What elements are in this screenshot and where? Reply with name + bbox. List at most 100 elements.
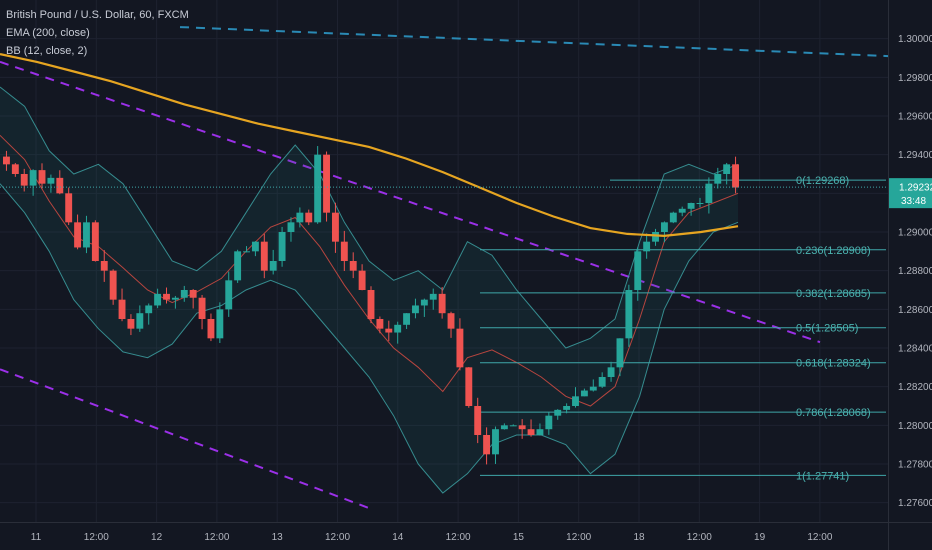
candle-body (492, 429, 499, 455)
price-tick-label: 1.27800 (898, 460, 932, 471)
candle-body (705, 183, 713, 203)
candle-body (420, 299, 428, 306)
price-tick-label: 1.28200 (898, 382, 932, 393)
price-tick-label: 1.28400 (898, 344, 932, 355)
candle-body (323, 154, 330, 213)
candle-body (483, 435, 491, 455)
candle-body (118, 299, 126, 319)
candle-body (607, 367, 615, 377)
candle-body (394, 324, 402, 333)
candle-body (376, 319, 384, 329)
candle-body (251, 241, 259, 252)
candle-body (465, 367, 473, 406)
fib-level-label: 0.382(1.28685) (796, 288, 871, 300)
bb-upper-line (0, 86, 739, 349)
ema-line (0, 53, 739, 238)
candle-body (331, 212, 339, 242)
candle-body (180, 290, 188, 298)
time-tick-label: 12 (151, 532, 163, 543)
price-tick-label: 1.29000 (898, 228, 932, 239)
candle-body (429, 293, 437, 300)
time-tick-label: 12:00 (325, 532, 350, 543)
candle-body (669, 212, 677, 223)
time-tick-label: 14 (392, 532, 404, 543)
price-axis-bg (888, 0, 932, 550)
bb-lower-line (0, 183, 739, 494)
time-tick-label: 18 (633, 532, 645, 543)
candle-body (403, 313, 411, 325)
candle-body (189, 290, 197, 298)
price-tick-label: 1.29600 (898, 112, 932, 123)
candle-body (234, 251, 242, 281)
price-tick-label: 1.28800 (898, 266, 932, 277)
candle-body (563, 406, 571, 410)
candle-body (696, 203, 704, 204)
candle-body (500, 425, 508, 430)
candle-body (65, 193, 73, 223)
candle-body (412, 305, 419, 314)
candle-body (100, 261, 108, 271)
time-tick-label: 12:00 (204, 532, 229, 543)
time-tick-label: 12:00 (807, 532, 832, 543)
fibonacci-retracement[interactable]: 0(1.29268) 0.236(1.28908) 0.382(1.28685) 0.… (480, 175, 886, 482)
candle-body (554, 409, 562, 416)
price-tick-label: 1.29800 (898, 73, 932, 84)
time-axis[interactable]: 11 12:00 12 12:00 13 12:00 14 12:00 15 12:00 18 12:… (0, 522, 932, 544)
candle-body (340, 241, 348, 261)
ema-legend[interactable]: EMA (200, close) (6, 27, 90, 39)
candle-body (20, 174, 28, 186)
candle-body (385, 328, 393, 333)
candle-body (216, 309, 224, 339)
candle-body (260, 241, 268, 271)
candle-body (243, 251, 250, 253)
candle-body (47, 177, 55, 184)
time-tick-label: 15 (513, 532, 525, 543)
time-tick-label: 19 (754, 532, 766, 543)
candle-body (580, 390, 588, 397)
price-axis[interactable]: 1.27600 1.27800 1.28000 1.28200 1.28400 1.286… (888, 0, 932, 550)
price-tick-label: 1.28000 (898, 421, 932, 432)
ema-200-line (0, 53, 739, 238)
candle-body (278, 232, 286, 261)
candle-body (56, 177, 64, 194)
candle-body (474, 406, 482, 435)
candle-body (314, 154, 322, 223)
bb-legend[interactable]: BB (12, close, 2) (6, 45, 88, 57)
time-tick-label: 12:00 (84, 532, 109, 543)
candle-body (91, 222, 99, 261)
time-tick-label: 13 (272, 532, 284, 543)
candle-body (678, 208, 686, 213)
fib-level-label: 1(1.27741) (796, 470, 849, 482)
candle-body (163, 293, 170, 300)
symbol-title[interactable]: British Pound / U.S. Dollar, 60, FXCM (6, 9, 189, 21)
candle-body (38, 170, 46, 184)
candle-body (732, 164, 739, 188)
candle-body (109, 270, 117, 300)
candle-body (11, 164, 19, 174)
candle-body (287, 222, 295, 232)
candle-body (536, 429, 544, 435)
candle-body (438, 293, 446, 314)
fib-level-label: 0.786(1.28068) (796, 407, 871, 419)
current-price-label[interactable]: 1.29232 33:48 (889, 178, 932, 209)
candle-body (652, 232, 659, 242)
candle-body (269, 261, 277, 271)
candle-body (509, 425, 517, 427)
trendline-upper-purple (0, 60, 821, 344)
candle-body (3, 156, 10, 165)
candle-body (572, 396, 579, 406)
candle-body (643, 241, 651, 252)
trendline-top-blue (179, 26, 889, 58)
time-tick-label: 12:00 (687, 532, 712, 543)
time-tick-label: 12:00 (446, 532, 471, 543)
trendlines (0, 26, 889, 510)
trendline-lower-purple (0, 368, 371, 510)
candle-body (598, 377, 606, 387)
price-tick-label: 1.28600 (898, 305, 932, 316)
candle-body (634, 251, 642, 290)
fib-level-label: 0(1.29268) (796, 175, 849, 187)
candle-body (225, 280, 233, 310)
candle-body (527, 429, 535, 435)
